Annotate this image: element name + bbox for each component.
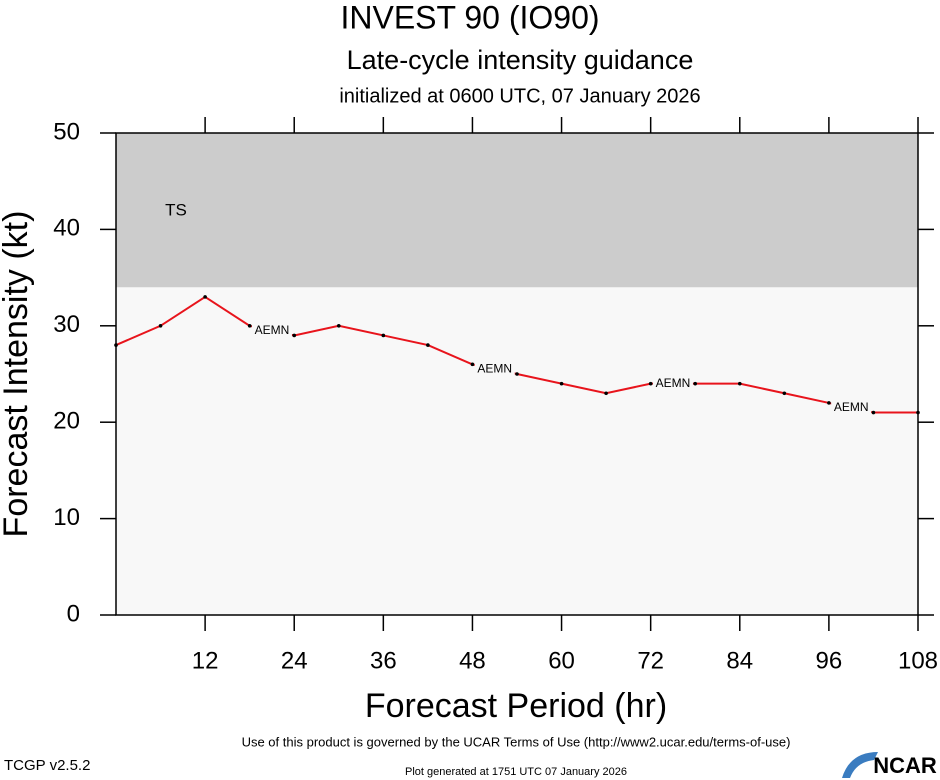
x-tick-label: 24 — [281, 647, 308, 674]
point — [693, 381, 698, 386]
line-label-bg — [474, 362, 515, 377]
line-label-bg — [652, 376, 693, 391]
point — [515, 372, 519, 376]
point — [247, 324, 252, 328]
x-tick-label: 96 — [816, 647, 843, 674]
y-tick-label: 0 — [67, 600, 80, 627]
y-tick-label: 20 — [53, 408, 80, 435]
line-label: AEMN — [477, 361, 512, 375]
x-tick-label: 36 — [370, 647, 397, 674]
generated-text: Plot generated at 1751 UTC 07 January 20… — [405, 766, 627, 778]
point — [782, 391, 787, 396]
y-tick-label: 40 — [53, 215, 80, 242]
y-axis-label: Forecast Intensity (kt) — [0, 211, 35, 538]
line-label-bg — [251, 323, 292, 338]
point — [604, 391, 608, 396]
band-label: TS — [165, 200, 187, 219]
x-tick-label: 48 — [459, 647, 486, 674]
plot-frame — [115, 132, 919, 616]
x-tick-label: 72 — [637, 647, 664, 674]
point — [203, 295, 207, 299]
point — [426, 343, 430, 347]
terms-text: Use of this product is governed by the U… — [242, 734, 791, 749]
x-tick-label: 84 — [726, 647, 753, 674]
line-label: AEMN — [255, 323, 290, 337]
x-tick-label: 108 — [898, 647, 938, 674]
y-tick-label: 50 — [53, 118, 80, 145]
line-label: AEMN — [656, 376, 691, 390]
point — [871, 410, 876, 415]
logo-mark — [842, 752, 878, 778]
point — [648, 381, 653, 386]
chart-title: INVEST 90 (IO90) — [340, 0, 599, 35]
point — [381, 333, 386, 338]
y-tick-label: 30 — [53, 311, 80, 338]
point — [292, 333, 297, 338]
point — [559, 381, 564, 386]
x-tick-label: 12 — [192, 647, 219, 674]
x-tick-label: 60 — [548, 647, 575, 674]
version-text: TCGP v2.5.2 — [4, 757, 90, 774]
point — [916, 410, 920, 415]
x-axis-label: Forecast Period (hr) — [365, 687, 667, 725]
point — [737, 381, 742, 386]
point — [114, 343, 118, 347]
point — [158, 324, 163, 328]
logo-text: NCAR — [873, 753, 937, 778]
y-tick-label: 10 — [53, 504, 80, 531]
intensity-band — [116, 133, 918, 288]
chart-subtitle: Late-cycle intensity guidance — [347, 45, 694, 75]
point — [827, 401, 831, 405]
point — [336, 324, 341, 328]
point — [470, 362, 475, 367]
init-text: initialized at 0600 UTC, 07 January 2026 — [339, 85, 700, 107]
line-label-bg — [831, 400, 872, 415]
line-label: AEMN — [834, 400, 869, 414]
